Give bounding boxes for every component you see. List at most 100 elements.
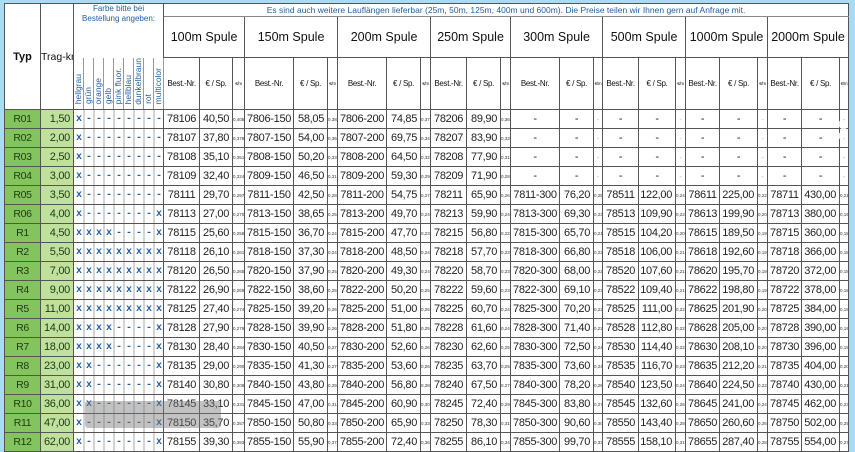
color-name: orange xyxy=(93,77,103,105)
price-per-metre-cell: 0,264 xyxy=(500,185,512,206)
group-header-5: 500m Spule xyxy=(602,16,687,58)
subheader-per-metre: €/m xyxy=(839,56,850,111)
price-per-metre-cell: 0,255 xyxy=(420,299,432,320)
price-per-metre-cell: - xyxy=(675,109,687,130)
price-per-metre-cell: 0,261 xyxy=(593,375,604,396)
price-per-spool-cell: 49,30 xyxy=(386,261,422,282)
price-per-spool-cell: 83,90 xyxy=(466,128,502,149)
subheader-price: € / Sp. xyxy=(199,56,234,111)
price-per-spool-cell: 201,90 xyxy=(719,299,759,320)
type-cell: R9 xyxy=(4,375,41,396)
price-per-spool-cell: - xyxy=(559,109,595,130)
type-cell: R06 xyxy=(4,204,41,225)
scroll-overlay-bar[interactable] xyxy=(85,401,221,428)
price-per-spool-cell: 46,50 xyxy=(293,166,329,187)
price-per-metre-cell: - xyxy=(839,166,850,187)
subheader-best-nr: Best.-Nr. xyxy=(685,56,721,111)
price-per-spool-cell: 39,20 xyxy=(293,299,329,320)
price-per-metre-cell: 0,238 xyxy=(500,280,512,301)
price-per-spool-cell: 114,40 xyxy=(638,337,677,358)
column-header-tragkraft: Trag-kraft kg xyxy=(40,2,74,111)
price-per-metre-cell: 0,261 xyxy=(327,299,339,320)
type-cell: R05 xyxy=(4,185,41,206)
price-per-metre-cell: 0,249 xyxy=(327,242,339,263)
table-row: R12 62,00 x-------x 78155 39,30 0,393 7855-150… xyxy=(4,432,850,452)
price-per-metre-cell: 0,208 xyxy=(675,223,687,244)
order-number-cell: 7815-150 xyxy=(244,223,295,244)
tragkraft-cell: 11,00 xyxy=(40,299,74,320)
price-per-spool-cell: 26,10 xyxy=(199,242,234,263)
price-per-metre-cell: 0,215 xyxy=(839,375,850,396)
price-per-metre-cell: 0,331 xyxy=(232,394,246,415)
order-number-cell: - xyxy=(510,109,561,130)
price-per-metre-cell: 0,270 xyxy=(232,204,246,225)
order-number-cell: 7855-200 xyxy=(337,432,388,452)
price-per-metre-cell: 0,305 xyxy=(420,394,432,415)
chevron-right-icon[interactable] xyxy=(828,112,848,148)
order-number-cell: 78628 xyxy=(685,318,721,339)
order-number-cell: 78230 xyxy=(430,337,468,358)
price-per-metre-cell: 0,220 xyxy=(675,204,687,225)
order-number-cell: - xyxy=(602,109,640,130)
order-number-cell: - xyxy=(767,128,803,149)
color-availability-cells: x-------- xyxy=(72,109,165,130)
price-per-spool-cell: 35,10 xyxy=(199,147,234,168)
tragkraft-cell: 36,00 xyxy=(40,394,74,415)
type-cell: R01 xyxy=(4,109,41,130)
price-per-metre-cell: 0,284 xyxy=(420,375,432,396)
order-number-cell: - xyxy=(767,147,803,168)
order-number-cell: 78720 xyxy=(767,261,803,282)
price-per-spool-cell: - xyxy=(719,166,759,187)
order-number-cell: 7820-200 xyxy=(337,261,388,282)
lengths-notice: Es sind auch weitere Lauflängen lieferba… xyxy=(163,3,850,17)
tragkraft-cell: 23,00 xyxy=(40,356,74,377)
price-per-metre-cell: 0,283 xyxy=(327,185,339,206)
order-number-cell: 78725 xyxy=(767,299,803,320)
color-availability-cells: xxxx----x xyxy=(72,318,165,339)
order-number-cell: 78640 xyxy=(685,375,721,396)
price-per-metre-cell: 0,226 xyxy=(675,318,687,339)
price-per-spool-cell: 73,60 xyxy=(559,356,595,377)
order-number-cell: - xyxy=(510,128,561,149)
group-header-4: 300m Spule xyxy=(510,16,604,58)
price-per-metre-cell: 0,238 xyxy=(593,318,604,339)
order-number-cell: 7809-200 xyxy=(337,166,388,187)
price-per-spool-cell: 199,90 xyxy=(719,204,759,225)
price-per-metre-cell: 0,254 xyxy=(593,185,604,206)
order-number-cell: 78511 xyxy=(602,185,640,206)
price-per-spool-cell: - xyxy=(719,109,759,130)
color-name: pink fluor. xyxy=(113,67,123,105)
price-per-metre-cell: 0,189 xyxy=(839,280,850,301)
price-per-metre-cell: 0,183 xyxy=(839,242,850,263)
price-per-metre-cell: 0,246 xyxy=(500,318,512,339)
price-per-spool-cell: - xyxy=(559,147,595,168)
order-number-cell: 78540 xyxy=(602,375,640,396)
price-per-metre-cell: 0,190 xyxy=(839,204,850,225)
price-per-spool-cell: 158,10 xyxy=(638,432,677,452)
color-availability-cells: x-------x xyxy=(72,204,165,225)
tragkraft-cell: 4,00 xyxy=(40,204,74,225)
order-number-cell: - xyxy=(602,166,640,187)
subheader-per-metre: €/m xyxy=(232,56,246,111)
order-number-cell: 78111 xyxy=(163,185,201,206)
price-per-spool-cell: 26,90 xyxy=(199,280,234,301)
price-per-spool-cell: - xyxy=(638,166,677,187)
color-name: gelb xyxy=(103,88,113,105)
price-per-spool-cell: - xyxy=(559,166,595,187)
price-per-spool-cell: - xyxy=(638,128,677,149)
price-per-spool-cell: 61,60 xyxy=(466,318,502,339)
type-cell: R02 xyxy=(4,128,41,149)
price-per-metre-cell: 0,275 xyxy=(327,356,339,377)
order-number-cell: 78745 xyxy=(767,394,803,415)
order-number-cell: 7806-200 xyxy=(337,109,388,130)
order-number-cell: 7855-150 xyxy=(244,432,295,452)
price-per-spool-cell: 112,80 xyxy=(638,318,677,339)
price-per-metre-cell: 0,324 xyxy=(232,166,246,187)
price-per-spool-cell: 189,50 xyxy=(719,223,759,244)
price-per-spool-cell: - xyxy=(638,147,677,168)
price-per-spool-cell: 76,20 xyxy=(559,185,595,206)
price-per-metre-cell: 0,190 xyxy=(757,223,769,244)
price-per-spool-cell: 49,70 xyxy=(386,204,422,225)
subheader-best-nr: Best.-Nr. xyxy=(602,56,640,111)
price-per-metre-cell: 0,274 xyxy=(420,185,432,206)
